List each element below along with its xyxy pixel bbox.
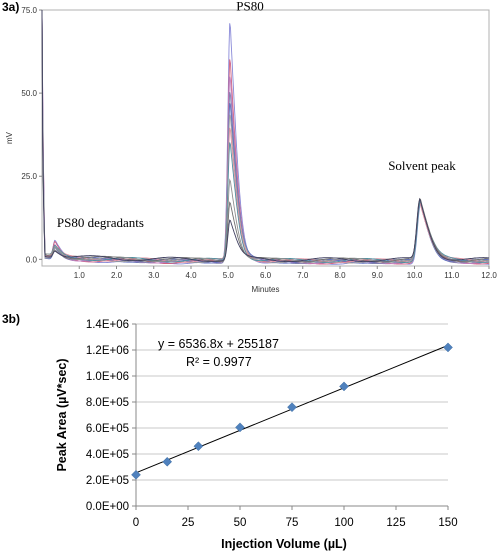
data-point	[131, 469, 141, 480]
y-tick-label: 50.0	[21, 89, 37, 98]
x-tick-label: 0	[133, 517, 139, 529]
x-tick-label: 125	[386, 517, 405, 529]
x-tick-label: 25	[182, 517, 195, 529]
x-tick-label: 100	[334, 517, 353, 529]
data-point	[287, 402, 297, 413]
x-axis-title: Minutes	[251, 285, 279, 294]
x-tick-label: 6.0	[260, 271, 272, 280]
data-point	[443, 342, 453, 353]
calibration-chart: 0.0E+00 2.0E+05 4.0E+05 6.0E+05 8.0E+05 1.0E+…	[55, 319, 458, 551]
data-point	[162, 456, 173, 467]
y-tick-label: 4.0E+05	[86, 449, 129, 461]
y-axis-title: Peak Area (µV*sec)	[55, 358, 69, 471]
x-axis-title: Injection Volume (µL)	[221, 537, 347, 551]
x-tick-label: 10.0	[407, 271, 423, 280]
y-tick-label: 75.0	[21, 6, 37, 15]
panel-label-3b: 3b)	[2, 312, 20, 326]
annotation-label: PS80 degradants	[57, 215, 144, 230]
y-tick-label: 0.0	[26, 255, 38, 264]
y-tick-label: 6.0E+05	[86, 423, 129, 435]
panel-label-3a: 3a)	[2, 0, 20, 14]
x-tick-label: 1.0	[74, 271, 86, 280]
x-tick-label: 3.0	[148, 271, 160, 280]
x-tick-label: 8.0	[334, 271, 346, 280]
x-tick-label: 50	[234, 517, 247, 529]
y-tick-label: 1.2E+06	[86, 345, 129, 357]
x-tick-label: 9.0	[372, 271, 384, 280]
data-point	[235, 422, 245, 433]
x-tick-label: 11.0	[444, 271, 460, 280]
y-tick-label: 1.0E+06	[86, 371, 129, 383]
data-point	[339, 381, 349, 392]
trendline-equation: y = 6536.8x + 255187	[158, 337, 279, 351]
x-tick-label: 75	[286, 517, 299, 529]
x-tick-label: 150	[438, 517, 457, 529]
x-tick-label: 12.0	[481, 271, 497, 280]
y-tick-label: 2.0E+05	[86, 475, 129, 487]
y-tick-label: 25.0	[21, 172, 37, 181]
x-tick-label: 4.0	[185, 271, 197, 280]
x-tick-label: 2.0	[111, 271, 123, 280]
y-tick-label: 1.4E+06	[86, 319, 129, 331]
chromatogram-chart: 0.0 25.0 50.0 75.0 1.0 2.0 3.0 4.0 5.0 6.0 7.0 8.0 9…	[5, 0, 497, 294]
chromatogram-trace	[41, 9, 490, 263]
r-squared-label: R² = 0.9977	[186, 355, 252, 369]
x-tick-label: 7.0	[297, 271, 309, 280]
data-point	[193, 441, 204, 452]
y-tick-label: 8.0E+05	[86, 397, 129, 409]
y-axis-title: mV	[5, 131, 14, 144]
chromatogram-trace	[41, 9, 490, 263]
y-tick-label: 0.0E+00	[86, 501, 129, 513]
x-tick-label: 5.0	[223, 271, 235, 280]
annotation-label: PS80	[236, 0, 263, 14]
annotation-label: Solvent peak	[388, 158, 456, 173]
